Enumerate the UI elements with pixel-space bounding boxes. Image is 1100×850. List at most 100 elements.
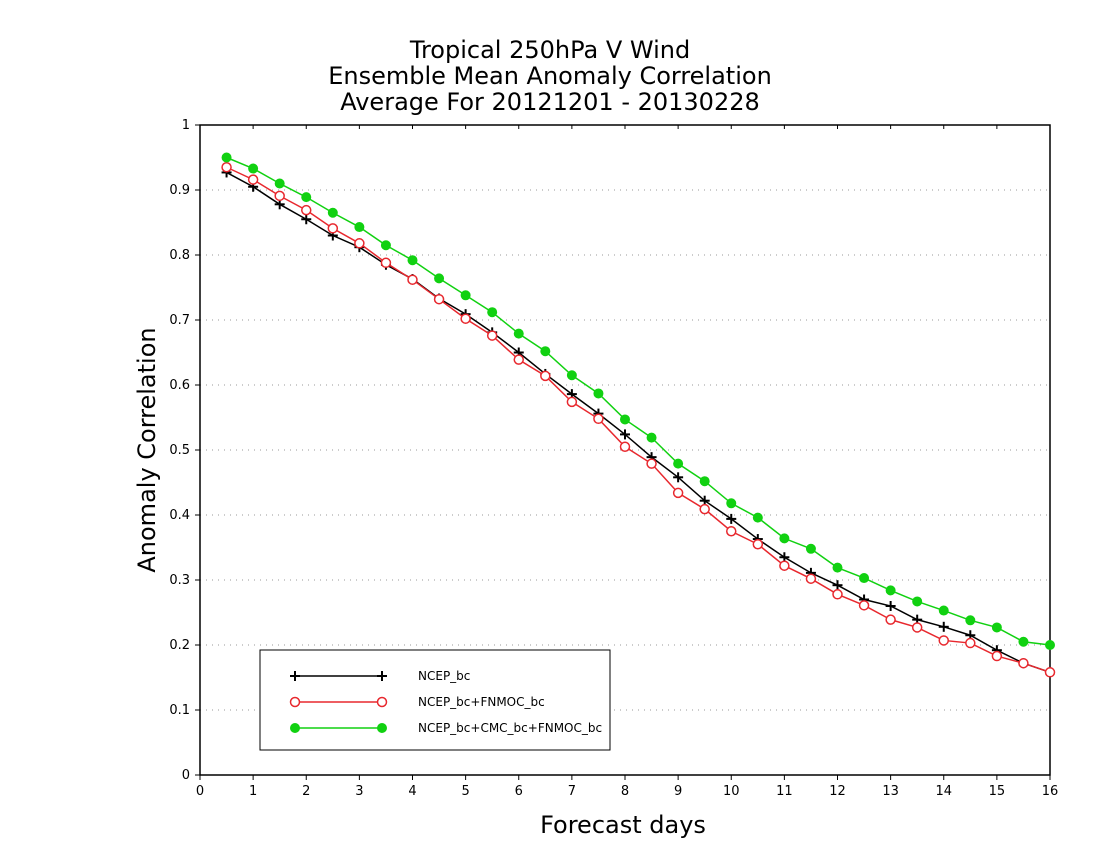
series-2-point	[566, 396, 578, 408]
y-tick-label: 0.6	[169, 378, 190, 393]
series-3-point	[1018, 636, 1029, 647]
y-axis-label: Anomaly Correlation	[133, 327, 161, 572]
series-2-point	[1044, 667, 1056, 678]
y-tick-label: 0.5	[169, 443, 190, 458]
y-tick-label: 0.9	[169, 183, 190, 198]
series-3-point	[301, 192, 312, 203]
series-3-point	[726, 498, 737, 509]
series-line-3	[226, 156, 1051, 646]
series-2-point	[672, 487, 684, 499]
series-3-point	[248, 163, 259, 174]
series-2-point	[221, 162, 232, 173]
series-3-point	[912, 596, 923, 607]
series-2-point	[460, 313, 471, 324]
x-tick-label: 16	[1042, 784, 1059, 799]
x-tick-label: 11	[776, 784, 793, 799]
series-2-point	[540, 370, 551, 382]
series-3-point	[646, 432, 657, 443]
series-3-point	[593, 388, 604, 399]
series-2-point	[858, 600, 870, 611]
series-3-point	[965, 615, 976, 626]
x-tick-label: 15	[989, 784, 1006, 799]
series-2-point	[486, 330, 498, 341]
series-2-point	[247, 174, 259, 185]
series-3-point	[1045, 640, 1055, 650]
y-tick-label: 0.2	[169, 638, 190, 653]
y-tick-label: 0	[182, 768, 190, 783]
x-tick-label: 13	[882, 784, 899, 799]
series-3-point	[513, 328, 524, 339]
series-2-point	[619, 441, 631, 452]
series-3-point	[434, 273, 445, 284]
series-3-point	[460, 290, 471, 301]
series-2-point	[593, 413, 604, 425]
series-3-point	[885, 585, 896, 596]
legend-label-2: NCEP_bc+FNMOC_bc	[418, 695, 545, 709]
x-tick-label: 2	[302, 784, 310, 799]
series-3-point	[540, 346, 551, 357]
y-tick-label: 0.8	[169, 248, 190, 263]
series-3-point	[991, 622, 1002, 633]
series-2-point	[1018, 657, 1029, 669]
series-3-point	[327, 207, 338, 218]
legend-label-3: NCEP_bc+CMC_bc+FNMOC_bc	[418, 721, 602, 735]
chart-title-line-3: Average For 20121201 - 20130228	[340, 88, 760, 116]
x-axis-label: Forecast days	[540, 811, 706, 839]
series-2-point	[965, 637, 976, 649]
y-tick-label: 0.4	[169, 508, 190, 523]
x-tick-label: 8	[621, 784, 629, 799]
series-2-point	[407, 274, 418, 285]
legend-marker-start-3	[290, 723, 300, 733]
series-2-point	[752, 539, 764, 550]
series-2-point	[327, 223, 339, 234]
x-tick-label: 5	[461, 784, 469, 799]
series-3-point	[752, 512, 763, 523]
x-tick-label: 10	[723, 784, 740, 799]
series-2-point	[938, 635, 949, 646]
series-3-point	[380, 240, 391, 251]
x-tick-label: 6	[515, 784, 523, 799]
series-3-point	[221, 152, 232, 163]
y-tick-label: 0.3	[169, 573, 190, 588]
series-2-point	[354, 238, 365, 249]
series-3-point	[832, 562, 843, 573]
x-tick-label: 9	[674, 784, 682, 799]
series-2-point	[885, 614, 896, 625]
series-2-point	[911, 622, 923, 633]
series-3-point	[354, 222, 365, 233]
y-tick-label: 0.1	[169, 703, 190, 718]
series-2-point	[832, 589, 843, 600]
series-3-point	[779, 533, 790, 544]
x-tick-label: 3	[355, 784, 363, 799]
series-3-point	[938, 605, 949, 616]
legend-label-1: NCEP_bc	[418, 669, 470, 683]
series-3-point	[407, 255, 418, 266]
x-tick-label: 14	[935, 784, 952, 799]
series-3-point	[487, 307, 498, 318]
series-2-point	[513, 354, 524, 365]
x-tick-label: 4	[408, 784, 416, 799]
series-2-point	[646, 458, 657, 469]
chart-title-line-1: Tropical 250hPa V Wind	[409, 36, 691, 64]
chart-title-line-2: Ensemble Mean Anomaly Correlation	[328, 62, 772, 90]
legend-marker-start-2	[289, 696, 301, 708]
y-tick-label: 1	[182, 118, 190, 133]
series-3-point	[566, 370, 577, 381]
legend-marker-end-2	[376, 696, 388, 708]
series-2-point	[433, 293, 445, 305]
series-3-point	[274, 178, 285, 189]
series-3-point	[673, 458, 684, 469]
series-2-point	[274, 190, 285, 202]
series-3-point	[859, 573, 870, 584]
x-tick-label: 1	[249, 784, 257, 799]
legend-box	[259, 649, 611, 751]
legend-marker-end-3	[377, 723, 387, 733]
x-tick-label: 0	[196, 784, 204, 799]
series-2-point	[699, 503, 710, 515]
series-3-point	[620, 414, 630, 425]
series-3-point	[805, 543, 816, 554]
x-tick-label: 7	[568, 784, 576, 799]
y-tick-label: 0.7	[169, 313, 190, 328]
